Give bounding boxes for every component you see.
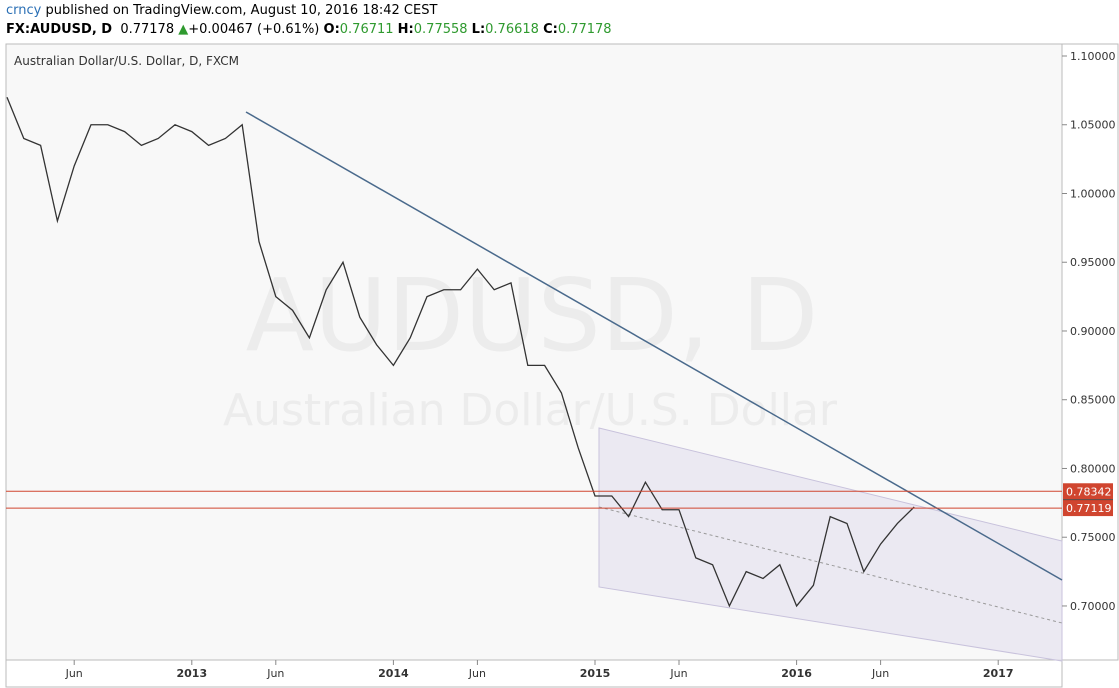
- x-tick-label: Jun: [468, 667, 486, 680]
- c-label: C:: [543, 22, 558, 37]
- x-tick-label: Jun: [65, 667, 83, 680]
- y-tick-label: 0.90000: [1070, 325, 1116, 338]
- symbol: FX:AUDUSD, D: [6, 22, 113, 37]
- x-tick-label: 2015: [580, 667, 611, 680]
- channel: [598, 427, 1063, 662]
- ohlc-line: FX:AUDUSD, D 0.77178 ▲+0.00467 (+0.61%) …: [6, 22, 612, 37]
- price-tag: [1063, 483, 1113, 500]
- user[interactable]: crncy: [6, 3, 42, 18]
- y-tick-label: 1.00000: [1070, 187, 1116, 200]
- change: +0.00467 (+0.61%): [188, 22, 320, 37]
- watermark-sub: Australian Dollar/U.S. Dollar: [223, 385, 838, 436]
- y-tick-label: 0.70000: [1070, 600, 1116, 613]
- y-tick-label: 0.80000: [1070, 462, 1116, 475]
- y-tick-label: 0.75000: [1070, 531, 1116, 544]
- x-tick-label: 2017: [983, 667, 1014, 680]
- price-tag: [1063, 500, 1113, 517]
- x-tick-label: Jun: [266, 667, 284, 680]
- y-tick-label: 0.85000: [1070, 394, 1116, 407]
- low: 0.76618: [485, 22, 539, 37]
- x-tick-label: 2013: [176, 667, 207, 680]
- last: 0.77178: [120, 22, 175, 37]
- arrow: ▲: [178, 22, 189, 37]
- price-tag-label: 0.77119: [1066, 502, 1112, 515]
- x-tick-label: 2014: [378, 667, 409, 680]
- trendline: [245, 111, 1063, 581]
- price-line: [6, 97, 915, 608]
- x-axis-area: [5, 659, 1063, 688]
- h-label: H:: [397, 22, 414, 37]
- channel-mid: [598, 506, 1063, 624]
- high: 0.77558: [413, 22, 468, 37]
- l-label: L:: [471, 22, 486, 37]
- published: published on TradingView.com, August 10,…: [45, 3, 438, 18]
- pub-line: crncy published on TradingView.com, Augu…: [6, 3, 437, 18]
- close: 0.77178: [557, 22, 612, 37]
- x-tick-label: Jun: [669, 667, 687, 680]
- y-tick-label: 1.05000: [1070, 119, 1116, 132]
- x-tick-label: Jun: [871, 667, 889, 680]
- x-tick-label: 2016: [781, 667, 812, 680]
- y-axis-area: [1061, 43, 1119, 661]
- header: crncy published on TradingView.com, Augu…: [0, 0, 1119, 42]
- o-label: O:: [323, 22, 340, 37]
- y-tick-label: 0.95000: [1070, 256, 1116, 269]
- open: 0.76711: [339, 22, 394, 37]
- y-tick-label: 1.10000: [1070, 50, 1116, 63]
- watermark: AUDUSD, D: [246, 257, 819, 374]
- price-tag-label: 0.78342: [1066, 485, 1112, 498]
- chart-title: Australian Dollar/U.S. Dollar, D, FXCM: [14, 54, 239, 68]
